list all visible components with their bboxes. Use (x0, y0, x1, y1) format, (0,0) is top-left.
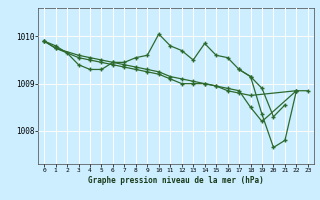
X-axis label: Graphe pression niveau de la mer (hPa): Graphe pression niveau de la mer (hPa) (88, 176, 264, 185)
